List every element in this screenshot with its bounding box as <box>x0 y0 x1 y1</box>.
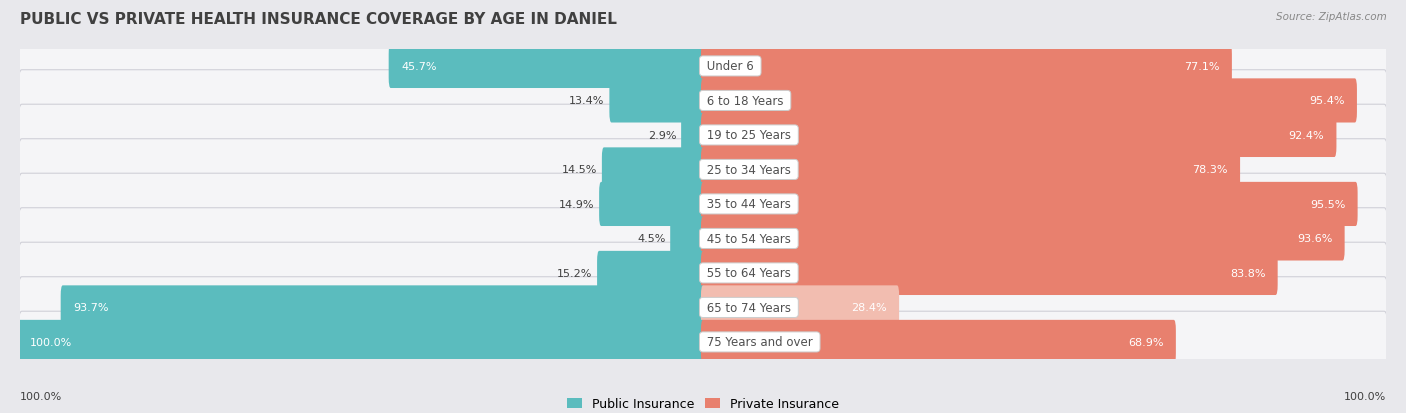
FancyBboxPatch shape <box>702 45 1232 89</box>
Text: PUBLIC VS PRIVATE HEALTH INSURANCE COVERAGE BY AGE IN DANIEL: PUBLIC VS PRIVATE HEALTH INSURANCE COVER… <box>20 12 617 27</box>
Text: Source: ZipAtlas.com: Source: ZipAtlas.com <box>1275 12 1386 22</box>
FancyBboxPatch shape <box>18 243 1388 304</box>
Text: 35 to 44 Years: 35 to 44 Years <box>703 198 794 211</box>
FancyBboxPatch shape <box>18 174 1388 235</box>
Text: 6 to 18 Years: 6 to 18 Years <box>703 95 787 108</box>
FancyBboxPatch shape <box>671 217 704 261</box>
Text: Under 6: Under 6 <box>703 60 758 73</box>
FancyBboxPatch shape <box>18 277 1388 338</box>
Text: 100.0%: 100.0% <box>30 337 72 347</box>
Text: 25 to 34 Years: 25 to 34 Years <box>703 164 794 176</box>
Text: 100.0%: 100.0% <box>20 391 62 401</box>
Text: 95.5%: 95.5% <box>1310 199 1346 209</box>
Text: 68.9%: 68.9% <box>1128 337 1164 347</box>
Text: 55 to 64 Years: 55 to 64 Years <box>703 267 794 280</box>
FancyBboxPatch shape <box>18 320 704 364</box>
FancyBboxPatch shape <box>602 148 704 192</box>
Text: 93.7%: 93.7% <box>73 303 108 313</box>
Text: 77.1%: 77.1% <box>1184 62 1219 72</box>
Text: 83.8%: 83.8% <box>1230 268 1265 278</box>
Text: 15.2%: 15.2% <box>557 268 592 278</box>
FancyBboxPatch shape <box>18 208 1388 269</box>
Text: 65 to 74 Years: 65 to 74 Years <box>703 301 794 314</box>
FancyBboxPatch shape <box>18 105 1388 166</box>
FancyBboxPatch shape <box>702 183 1358 226</box>
Text: 95.4%: 95.4% <box>1309 96 1344 106</box>
Text: 28.4%: 28.4% <box>851 303 887 313</box>
FancyBboxPatch shape <box>702 251 1278 295</box>
FancyBboxPatch shape <box>702 148 1240 192</box>
FancyBboxPatch shape <box>18 36 1388 97</box>
FancyBboxPatch shape <box>598 251 704 295</box>
FancyBboxPatch shape <box>681 114 704 158</box>
Legend: Public Insurance, Private Insurance: Public Insurance, Private Insurance <box>562 392 844 413</box>
FancyBboxPatch shape <box>599 183 704 226</box>
Text: 19 to 25 Years: 19 to 25 Years <box>703 129 794 142</box>
FancyBboxPatch shape <box>388 45 704 89</box>
FancyBboxPatch shape <box>702 286 898 330</box>
FancyBboxPatch shape <box>60 286 704 330</box>
FancyBboxPatch shape <box>18 311 1388 373</box>
Text: 75 Years and over: 75 Years and over <box>703 336 817 349</box>
Text: 100.0%: 100.0% <box>1344 391 1386 401</box>
Text: 45.7%: 45.7% <box>401 62 436 72</box>
Text: 14.5%: 14.5% <box>562 165 598 175</box>
Text: 2.9%: 2.9% <box>648 131 676 140</box>
Text: 92.4%: 92.4% <box>1288 131 1324 140</box>
Text: 14.9%: 14.9% <box>558 199 595 209</box>
FancyBboxPatch shape <box>702 114 1337 158</box>
Text: 4.5%: 4.5% <box>637 234 665 244</box>
FancyBboxPatch shape <box>702 79 1357 123</box>
FancyBboxPatch shape <box>702 217 1344 261</box>
FancyBboxPatch shape <box>609 79 704 123</box>
FancyBboxPatch shape <box>18 71 1388 132</box>
FancyBboxPatch shape <box>18 140 1388 201</box>
Text: 93.6%: 93.6% <box>1296 234 1333 244</box>
Text: 78.3%: 78.3% <box>1192 165 1227 175</box>
FancyBboxPatch shape <box>702 320 1175 364</box>
Text: 45 to 54 Years: 45 to 54 Years <box>703 233 794 245</box>
Text: 13.4%: 13.4% <box>569 96 605 106</box>
